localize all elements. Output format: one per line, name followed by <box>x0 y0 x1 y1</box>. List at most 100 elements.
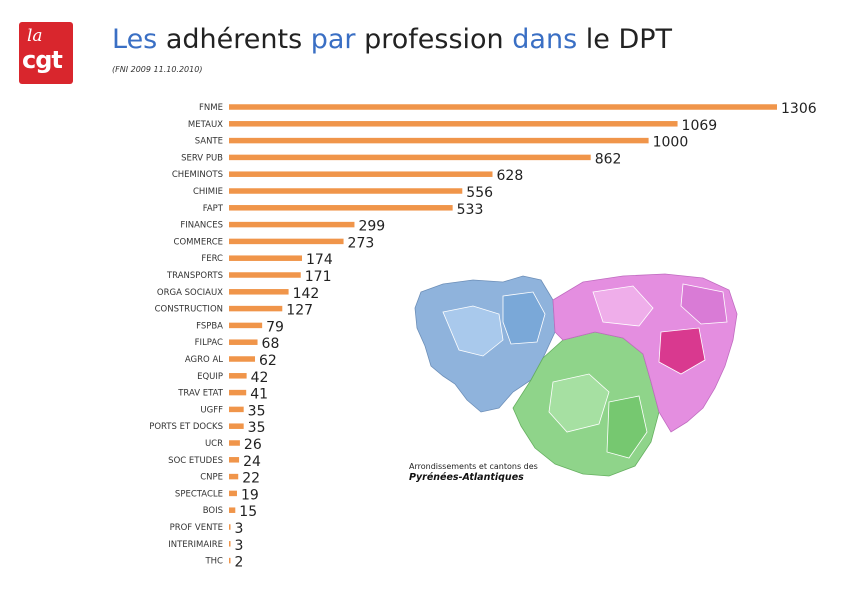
bar <box>229 238 344 245</box>
value-label: 1306 <box>781 101 817 117</box>
map-title-line1: Arrondissements et cantons des <box>409 462 538 471</box>
bar <box>229 121 678 127</box>
value-label: 533 <box>457 202 484 218</box>
category-label: BOIS <box>203 506 223 516</box>
value-label: 24 <box>243 454 261 470</box>
category-label: FINANCES <box>180 221 223 231</box>
logo-la-text: la <box>27 26 43 46</box>
category-label: METAUX <box>188 120 223 130</box>
category-label: CONSTRUCTION <box>155 305 223 315</box>
bar <box>229 205 453 211</box>
bar <box>229 289 289 295</box>
category-label: SERV PUB <box>181 153 223 163</box>
category-label: TRANSPORTS <box>166 271 223 281</box>
category-label: ORGA SOCIAUX <box>157 288 223 298</box>
title-word-les: Les <box>112 24 158 55</box>
bar <box>229 389 247 396</box>
category-label: PROF VENTE <box>170 523 223 533</box>
bar <box>229 221 355 228</box>
bar <box>229 406 244 413</box>
value-label: 1069 <box>682 118 718 134</box>
category-label: THC <box>204 557 223 567</box>
value-label: 171 <box>305 269 332 285</box>
bar <box>229 373 247 379</box>
value-label: 41 <box>250 387 268 403</box>
value-label: 3 <box>235 521 244 537</box>
category-label: CHEMINOTS <box>172 170 223 180</box>
category-label: CNPE <box>200 473 223 483</box>
value-label: 127 <box>286 303 313 319</box>
title-word-dans: dans <box>512 24 578 55</box>
category-label: FILPAC <box>195 338 223 348</box>
value-label: 2 <box>235 555 244 571</box>
category-label: SPECTACLE <box>175 489 223 499</box>
value-label: 15 <box>239 504 257 520</box>
value-label: 628 <box>497 168 524 184</box>
title-word-adherents: adhérents <box>165 24 303 55</box>
bar <box>229 305 283 312</box>
category-label: UGFF <box>200 405 223 415</box>
value-label: 299 <box>358 219 385 235</box>
value-label: 19 <box>241 487 259 503</box>
category-label: FERC <box>201 254 223 264</box>
category-label: SANTE <box>195 137 223 147</box>
value-label: 68 <box>262 336 280 352</box>
value-label: 1000 <box>653 135 689 151</box>
title-word-dpt: le DPT <box>585 24 673 55</box>
bar <box>229 171 493 177</box>
category-label: SOC ETUDES <box>168 456 223 466</box>
bar <box>229 356 256 362</box>
category-label: TRAV ETAT <box>177 389 224 399</box>
page-subtitle: (FNI 2009 11.10.2010) <box>112 65 203 74</box>
canton-shape <box>592 285 654 327</box>
category-label: INTERIMAIRE <box>168 540 223 550</box>
category-label: EQUIP <box>197 372 223 382</box>
title-word-par: par <box>310 24 356 55</box>
category-label: PORTS ET DOCKS <box>149 422 223 432</box>
department-map: Arrondissements et cantons des Pyrénées-… <box>409 273 738 483</box>
category-label: FNME <box>199 103 223 113</box>
bar <box>229 557 231 564</box>
category-label: CHIMIE <box>193 187 223 197</box>
canton-shape <box>680 283 728 325</box>
category-label: AGRO AL <box>185 355 223 365</box>
pau-center-shape <box>658 327 706 375</box>
value-label: 556 <box>466 185 493 201</box>
value-label: 3 <box>235 538 244 554</box>
value-label: 42 <box>251 370 269 386</box>
value-label: 35 <box>248 403 266 419</box>
bar <box>229 490 237 497</box>
value-label: 862 <box>595 151 622 167</box>
bar <box>229 457 240 463</box>
bar <box>229 137 649 144</box>
value-label: 142 <box>293 286 320 302</box>
map-title-line2: Pyrénées-Atlantiques <box>409 472 524 483</box>
value-label: 79 <box>266 319 284 335</box>
value-label: 174 <box>306 252 333 268</box>
bar <box>229 339 258 345</box>
canton-shape <box>502 291 546 345</box>
category-label: FAPT <box>203 204 224 214</box>
bar <box>229 440 240 446</box>
bar <box>229 541 231 547</box>
title-word-profession: profession <box>364 24 504 55</box>
bar <box>229 524 231 530</box>
canton-shape <box>606 395 648 459</box>
bar <box>229 255 303 261</box>
logo-cgt-text: cgt <box>22 46 63 74</box>
value-label: 62 <box>259 353 277 369</box>
value-label: 22 <box>242 471 260 487</box>
bar <box>229 154 591 161</box>
cgt-logo: la cgt <box>19 22 73 84</box>
page-title: Les adhérents par profession dans le DPT <box>112 24 672 55</box>
bar <box>229 104 777 110</box>
value-label: 273 <box>348 235 375 251</box>
bar <box>229 473 239 480</box>
bar <box>229 507 236 513</box>
canton-shape <box>442 305 504 357</box>
category-label: COMMERCE <box>174 237 223 247</box>
bar <box>229 188 463 194</box>
value-label: 35 <box>248 420 266 436</box>
bar <box>229 272 301 278</box>
